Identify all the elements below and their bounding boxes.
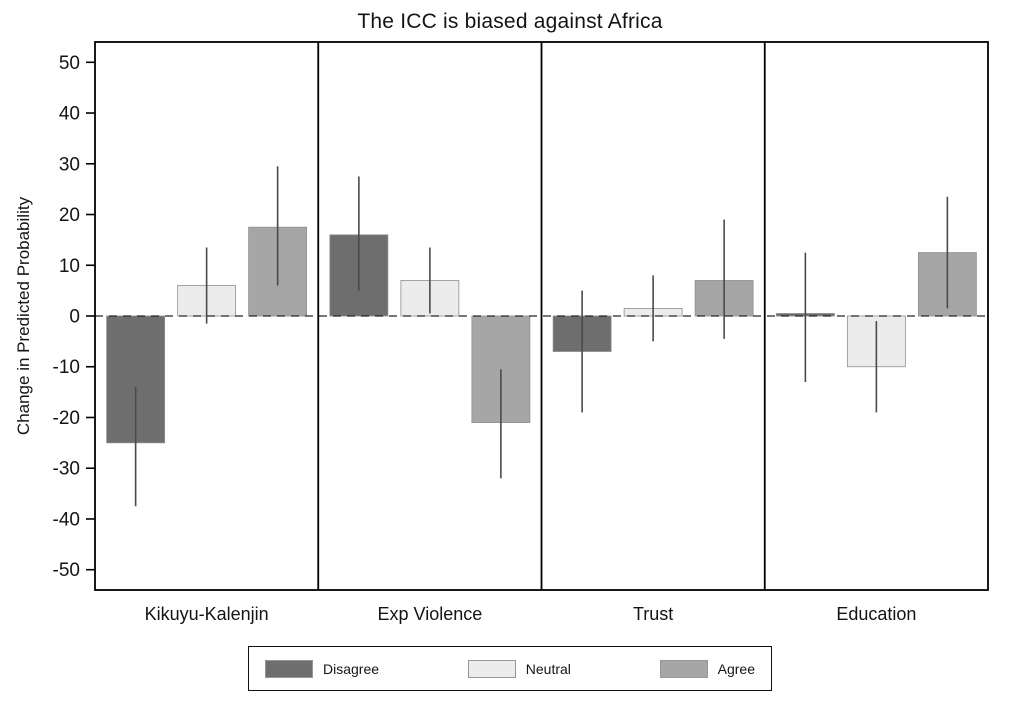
- legend-swatch-disagree: [265, 659, 313, 678]
- plot-area: 50 40 30 20 10 0 -10 -20 -30 -40 -50 Kikuyu-Kalenji…: [53, 41, 989, 624]
- y-tick-label: 50: [59, 53, 80, 74]
- y-tick-label: -10: [53, 357, 80, 378]
- legend-item-neutral: Neutral: [467, 659, 571, 678]
- y-tick-label: 30: [59, 154, 80, 175]
- y-tick-label: 10: [59, 256, 80, 277]
- legend-item-disagree: Disagree: [265, 659, 380, 678]
- legend-swatch-neutral: [467, 659, 516, 678]
- x-category-label: Exp Violence: [378, 604, 483, 624]
- x-category-label: Trust: [633, 604, 673, 624]
- y-tick-label: 0: [69, 307, 80, 328]
- legend-label-neutral: Neutral: [525, 660, 571, 677]
- y-tick-label: -40: [53, 509, 80, 530]
- legend-swatch-agree: [659, 659, 708, 678]
- legend-label-agree: Agree: [717, 660, 755, 677]
- y-tick-label: -50: [53, 560, 80, 581]
- chart-title: The ICC is biased against Africa: [357, 10, 663, 33]
- legend-item-agree: Agree: [659, 659, 755, 678]
- legend: Disagree Neutral Agree: [248, 646, 772, 691]
- x-category-label: Education: [836, 604, 916, 624]
- y-tick-label: 20: [59, 205, 80, 226]
- x-category-label: Kikuyu-Kalenjin: [145, 604, 269, 624]
- y-tick-label: 40: [59, 104, 80, 125]
- legend-label-disagree: Disagree: [323, 660, 380, 677]
- y-tick-label: -20: [53, 408, 80, 429]
- y-tick-label: -30: [53, 459, 80, 480]
